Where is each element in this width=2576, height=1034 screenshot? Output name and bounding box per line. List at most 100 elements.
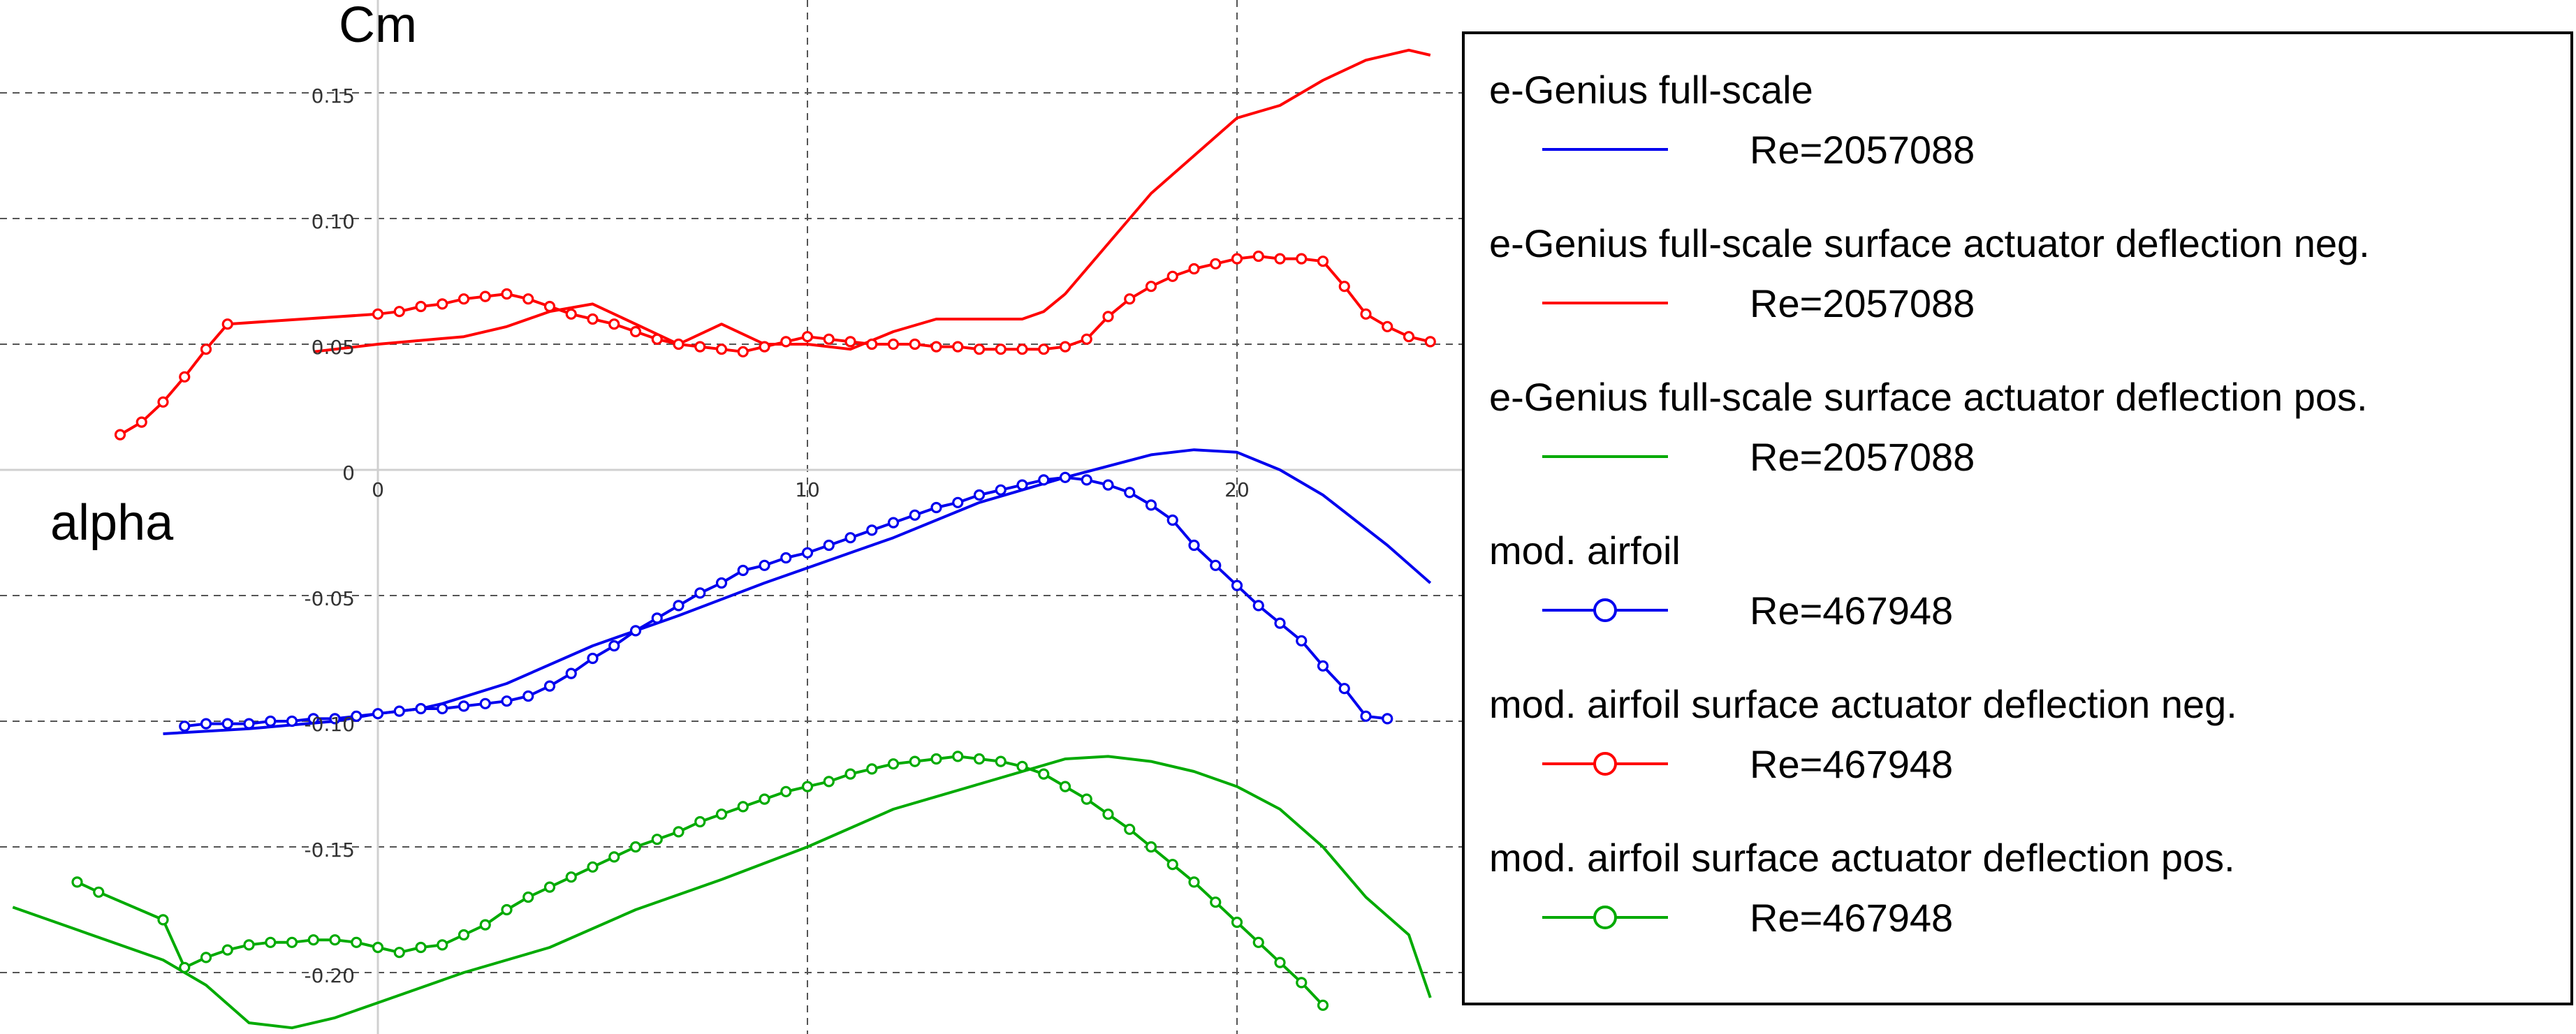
data-point — [1317, 660, 1329, 672]
data-point — [1059, 341, 1071, 353]
series-lines — [12, 48, 1436, 1030]
data-point — [1382, 320, 1393, 332]
data-point — [1188, 539, 1200, 552]
data-point — [200, 344, 212, 355]
data-point — [1360, 710, 1372, 722]
data-point — [909, 509, 921, 521]
data-point — [393, 947, 405, 959]
data-point — [587, 652, 599, 665]
data-point — [458, 929, 470, 941]
data-point — [608, 851, 620, 863]
data-point — [351, 936, 363, 948]
data-point — [694, 815, 706, 828]
data-point — [522, 891, 534, 903]
data-point — [973, 344, 986, 355]
data-point — [801, 547, 814, 559]
data-point — [715, 808, 728, 820]
data-point — [372, 708, 384, 720]
data-point — [479, 697, 491, 709]
data-point — [393, 306, 405, 318]
legend-re-label: Re=2057088 — [1750, 128, 1975, 172]
data-point — [1016, 760, 1028, 772]
data-point — [458, 293, 470, 305]
data-point — [715, 344, 728, 355]
y-tick-label: -0.15 — [305, 839, 355, 862]
data-point — [1038, 768, 1050, 780]
data-point — [522, 690, 534, 702]
data-point — [1081, 333, 1092, 345]
data-point — [221, 718, 233, 730]
data-point — [737, 801, 749, 813]
series-line — [12, 755, 1432, 1030]
data-point — [1059, 471, 1071, 483]
data-point — [737, 346, 749, 357]
series-5 — [114, 250, 1436, 441]
data-point — [543, 300, 556, 313]
data-point — [608, 318, 620, 330]
plot-area: 0.15 0.10 0.05 0 -0.05 -0.10 -0.15 -0.20 0 10 20 — [0, 0, 1463, 1034]
data-point — [157, 914, 169, 926]
data-point — [1038, 344, 1050, 355]
y-tick-label: 0.10 — [312, 210, 355, 233]
data-point — [1252, 936, 1264, 948]
data-point — [823, 539, 835, 552]
data-point — [1424, 336, 1436, 348]
data-point — [651, 612, 663, 624]
data-point — [286, 715, 298, 728]
data-point — [1403, 331, 1415, 343]
data-point — [243, 718, 255, 730]
data-point — [1016, 479, 1028, 491]
data-point — [372, 308, 384, 320]
data-point — [887, 517, 900, 529]
data-point — [565, 667, 577, 679]
data-point — [673, 826, 685, 838]
data-point — [780, 785, 792, 797]
data-point — [329, 934, 341, 946]
data-point — [437, 939, 448, 951]
data-point — [329, 713, 341, 725]
x-tick-label: 0 — [372, 478, 384, 501]
data-point — [1231, 253, 1243, 265]
legend-swatch-marker — [1593, 906, 1617, 929]
data-point — [543, 680, 556, 692]
data-point — [759, 559, 770, 571]
data-point — [501, 903, 513, 916]
y-tick-label: 0.05 — [312, 336, 355, 359]
data-point — [1296, 977, 1308, 989]
data-point — [1102, 311, 1114, 323]
data-point — [1231, 916, 1243, 929]
data-point — [1210, 896, 1222, 908]
legend-label: mod. airfoil surface actuator deflection… — [1489, 682, 2237, 726]
data-point — [1016, 344, 1028, 355]
data-point — [114, 429, 126, 441]
data-point — [1102, 479, 1114, 491]
legend-re-label: Re=2057088 — [1750, 435, 1975, 479]
data-point — [844, 336, 856, 348]
data-point — [415, 300, 427, 313]
data-point — [565, 308, 577, 320]
legend-re-label: Re=2057088 — [1750, 281, 1975, 325]
data-point — [71, 876, 83, 888]
legend-label: e-Genius full-scale surface actuator def… — [1489, 221, 2370, 265]
data-point — [629, 841, 642, 853]
legend-swatch-marker — [1593, 752, 1617, 776]
data-point — [286, 936, 298, 948]
y-tick-label: 0 — [342, 461, 355, 485]
data-point — [887, 338, 900, 350]
data-point — [694, 587, 706, 599]
series-line — [313, 48, 1431, 353]
data-point — [1166, 514, 1178, 526]
data-point — [479, 919, 491, 931]
data-point — [200, 718, 212, 730]
data-point — [973, 489, 986, 501]
y-tick-label: -0.05 — [305, 587, 355, 610]
legend-swatch-marker — [1593, 598, 1617, 622]
data-point — [995, 344, 1007, 355]
legend-item-4: mod. airfoil Re=467948 — [1489, 529, 1953, 633]
data-point — [437, 702, 448, 715]
data-point — [265, 936, 277, 948]
data-point — [307, 934, 319, 946]
